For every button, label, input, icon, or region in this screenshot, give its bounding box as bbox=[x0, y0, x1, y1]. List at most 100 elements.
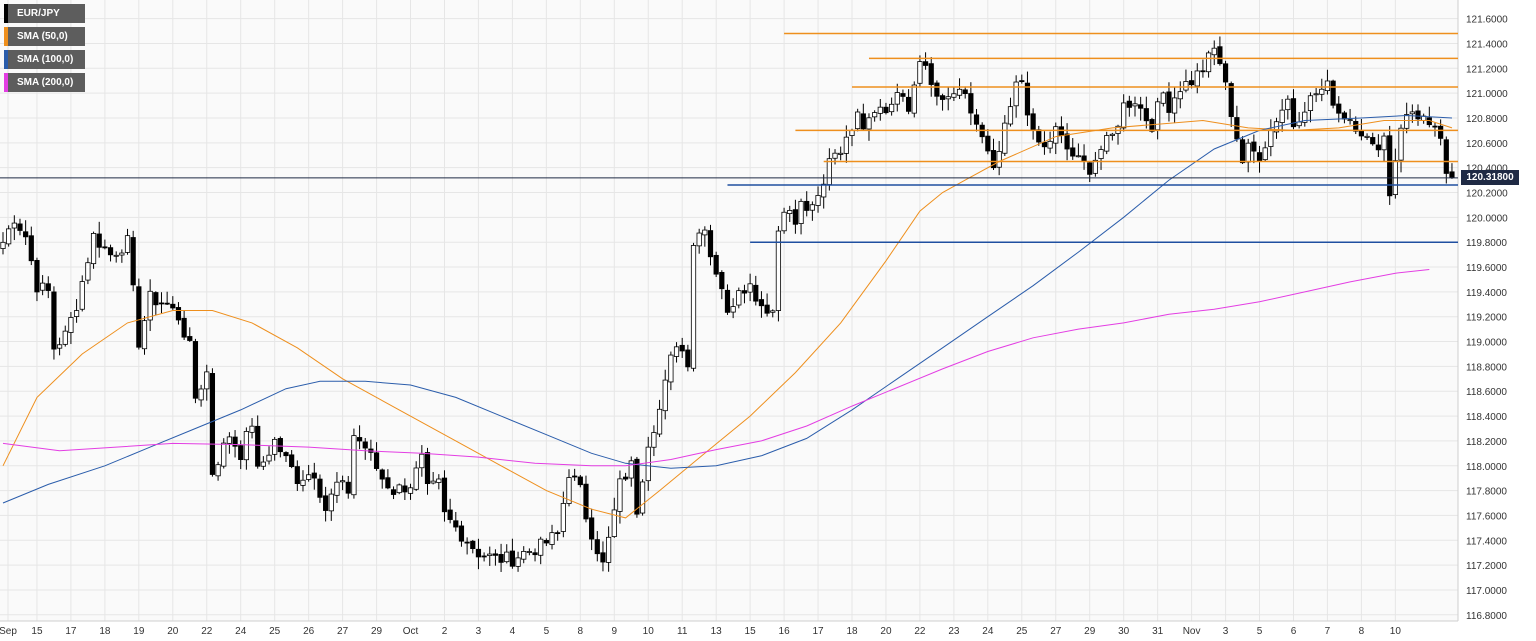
candle-body[interactable] bbox=[158, 302, 165, 305]
candle-body[interactable] bbox=[73, 310, 80, 317]
candle-body[interactable] bbox=[1398, 127, 1404, 161]
candle-body[interactable] bbox=[1319, 88, 1325, 95]
candle-body[interactable] bbox=[470, 540, 476, 550]
candle-body[interactable] bbox=[385, 477, 391, 489]
candle-body[interactable] bbox=[504, 551, 510, 563]
candle-body[interactable] bbox=[821, 183, 827, 198]
candle-body[interactable] bbox=[594, 539, 600, 555]
candle-body[interactable] bbox=[656, 408, 663, 435]
candle-body[interactable] bbox=[1307, 95, 1314, 111]
candle-body[interactable] bbox=[838, 152, 844, 155]
candle-body[interactable] bbox=[351, 435, 357, 496]
candle-body[interactable] bbox=[419, 453, 425, 469]
candle-body[interactable] bbox=[1013, 81, 1019, 107]
candle-body[interactable] bbox=[1200, 70, 1206, 73]
candle-body[interactable] bbox=[843, 136, 849, 154]
candle-body[interactable] bbox=[634, 458, 640, 515]
candle-body[interactable] bbox=[362, 441, 368, 449]
candle-body[interactable] bbox=[249, 425, 255, 433]
candle-body[interactable] bbox=[1409, 111, 1415, 115]
candle-body[interactable] bbox=[402, 485, 408, 493]
candle-body[interactable] bbox=[1172, 97, 1178, 114]
candle-body[interactable] bbox=[1160, 92, 1166, 104]
candle-body[interactable] bbox=[945, 96, 951, 100]
candle-body[interactable] bbox=[1364, 135, 1370, 138]
candle-body[interactable] bbox=[956, 88, 963, 96]
candle-body[interactable] bbox=[238, 445, 244, 460]
candle-body[interactable] bbox=[707, 230, 714, 258]
candle-body[interactable] bbox=[521, 551, 527, 560]
candle-body[interactable] bbox=[1007, 106, 1014, 125]
candle-body[interactable] bbox=[45, 283, 51, 291]
sma-line[interactable] bbox=[2, 114, 1453, 504]
candle-body[interactable] bbox=[1353, 121, 1359, 132]
candle-body[interactable] bbox=[28, 235, 34, 262]
candle-body[interactable] bbox=[792, 209, 799, 225]
candle-body[interactable] bbox=[62, 330, 68, 345]
candle-body[interactable] bbox=[1217, 46, 1223, 65]
sma-line[interactable] bbox=[2, 119, 1453, 519]
candle-body[interactable] bbox=[187, 336, 193, 341]
candle-body[interactable] bbox=[1336, 103, 1342, 114]
candle-body[interactable] bbox=[928, 63, 934, 85]
candle-body[interactable] bbox=[1047, 140, 1053, 149]
candle-body[interactable] bbox=[1121, 102, 1127, 129]
candle-body[interactable] bbox=[673, 346, 680, 357]
candle-body[interactable] bbox=[17, 223, 23, 231]
candle-body[interactable] bbox=[1222, 63, 1229, 83]
candle-body[interactable] bbox=[1075, 155, 1081, 158]
candle-body[interactable] bbox=[900, 93, 906, 97]
candle-body[interactable] bbox=[583, 483, 589, 520]
candle-body[interactable] bbox=[702, 229, 708, 236]
candle-body[interactable] bbox=[1126, 100, 1132, 108]
candle-body[interactable] bbox=[538, 538, 544, 556]
candle-body[interactable] bbox=[390, 489, 397, 495]
candle-body[interactable] bbox=[560, 503, 566, 532]
candle-body[interactable] bbox=[164, 302, 170, 305]
candle-body[interactable] bbox=[232, 436, 238, 447]
candle-body[interactable] bbox=[1234, 117, 1240, 140]
candle-body[interactable] bbox=[136, 286, 142, 348]
candle-body[interactable] bbox=[832, 152, 838, 159]
candle-body[interactable] bbox=[939, 95, 946, 100]
candle-body[interactable] bbox=[1177, 91, 1183, 100]
candle-body[interactable] bbox=[1358, 130, 1364, 137]
candle-body[interactable] bbox=[922, 61, 929, 66]
candle-body[interactable] bbox=[11, 222, 17, 229]
candle-body[interactable] bbox=[1245, 142, 1251, 163]
candle-body[interactable] bbox=[23, 231, 29, 238]
candle-body[interactable] bbox=[906, 96, 912, 112]
candle-body[interactable] bbox=[1404, 114, 1410, 129]
candle-body[interactable] bbox=[1149, 119, 1155, 132]
candle-body[interactable] bbox=[300, 479, 306, 486]
candle-body[interactable] bbox=[996, 151, 1002, 168]
candle-body[interactable] bbox=[543, 539, 549, 544]
candle-body[interactable] bbox=[1041, 141, 1048, 148]
candle-body[interactable] bbox=[1375, 144, 1381, 151]
candle-body[interactable] bbox=[68, 317, 74, 333]
candle-body[interactable] bbox=[894, 92, 900, 105]
candle-body[interactable] bbox=[153, 292, 159, 306]
candle-body[interactable] bbox=[498, 554, 504, 563]
candle-body[interactable] bbox=[690, 245, 697, 369]
candle-body[interactable] bbox=[1228, 83, 1234, 117]
candle-body[interactable] bbox=[260, 461, 266, 467]
candle-body[interactable] bbox=[651, 432, 657, 448]
candle-body[interactable] bbox=[0, 241, 6, 249]
candle-body[interactable] bbox=[798, 200, 804, 224]
candle-body[interactable] bbox=[40, 282, 46, 291]
candle-body[interactable] bbox=[600, 552, 606, 563]
candle-body[interactable] bbox=[526, 551, 532, 553]
candle-body[interactable] bbox=[1024, 82, 1031, 116]
candle-body[interactable] bbox=[1251, 141, 1257, 152]
candle-body[interactable] bbox=[753, 284, 759, 302]
candle-body[interactable] bbox=[889, 103, 895, 113]
candle-body[interactable] bbox=[623, 476, 629, 480]
candle-body[interactable] bbox=[911, 84, 917, 114]
candle-body[interactable] bbox=[107, 247, 114, 256]
candle-body[interactable] bbox=[487, 553, 493, 556]
candle-body[interactable] bbox=[356, 437, 363, 442]
candle-body[interactable] bbox=[1155, 101, 1161, 131]
candle-body[interactable] bbox=[758, 299, 765, 307]
